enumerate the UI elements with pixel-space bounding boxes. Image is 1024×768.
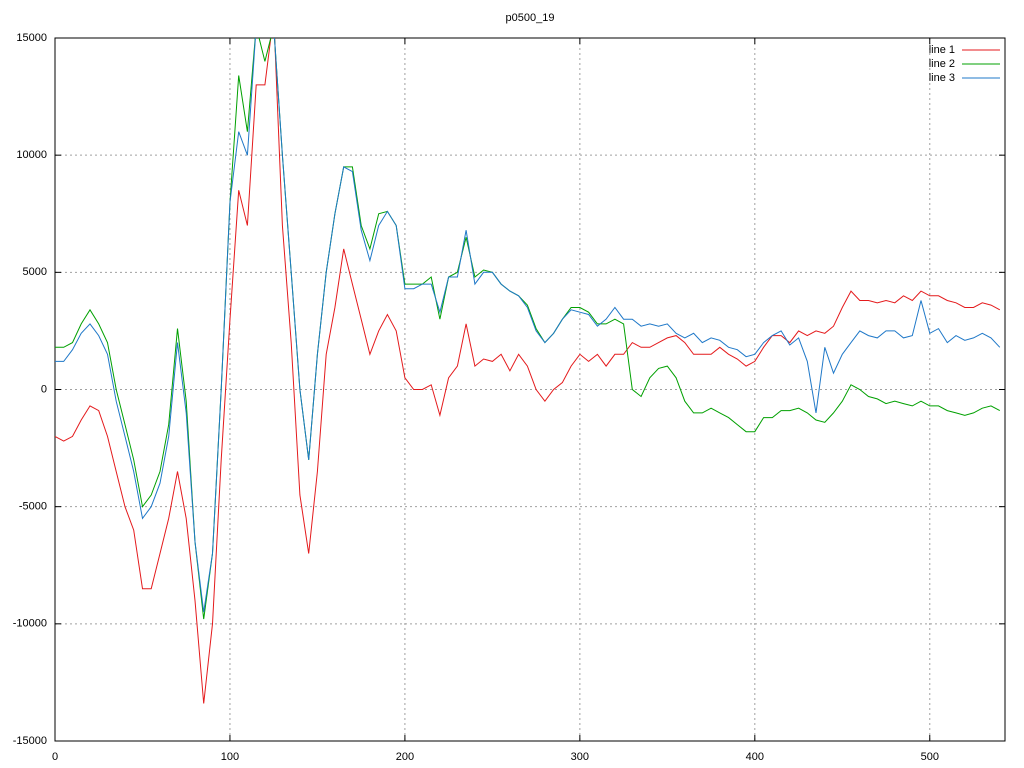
x-tick-label: 200 xyxy=(396,751,414,763)
y-tick-label: 5000 xyxy=(23,266,47,278)
x-tick-label: 100 xyxy=(221,751,239,763)
data-line xyxy=(55,38,1001,620)
y-tick-label: 10000 xyxy=(16,149,47,161)
x-tick-label: 500 xyxy=(921,751,939,763)
y-tick-label: 0 xyxy=(41,383,47,395)
y-tick-label: 15000 xyxy=(16,32,47,44)
data-line xyxy=(55,38,1001,704)
plot-frame xyxy=(54,37,1006,742)
legend-label: line 3 xyxy=(929,72,955,84)
y-tick-label: -15000 xyxy=(13,735,47,747)
plot-area xyxy=(55,38,1001,704)
x-tick-label: 300 xyxy=(571,751,589,763)
x-tick-label: 0 xyxy=(52,751,58,763)
data-line xyxy=(55,38,1001,613)
y-tick-label: -10000 xyxy=(13,618,47,630)
legend-label: line 2 xyxy=(929,58,955,70)
y-tick-label: -5000 xyxy=(19,501,47,513)
x-tick-label: 400 xyxy=(746,751,764,763)
chart-title: p0500_19 xyxy=(506,12,555,24)
legend-label: line 1 xyxy=(929,44,955,56)
